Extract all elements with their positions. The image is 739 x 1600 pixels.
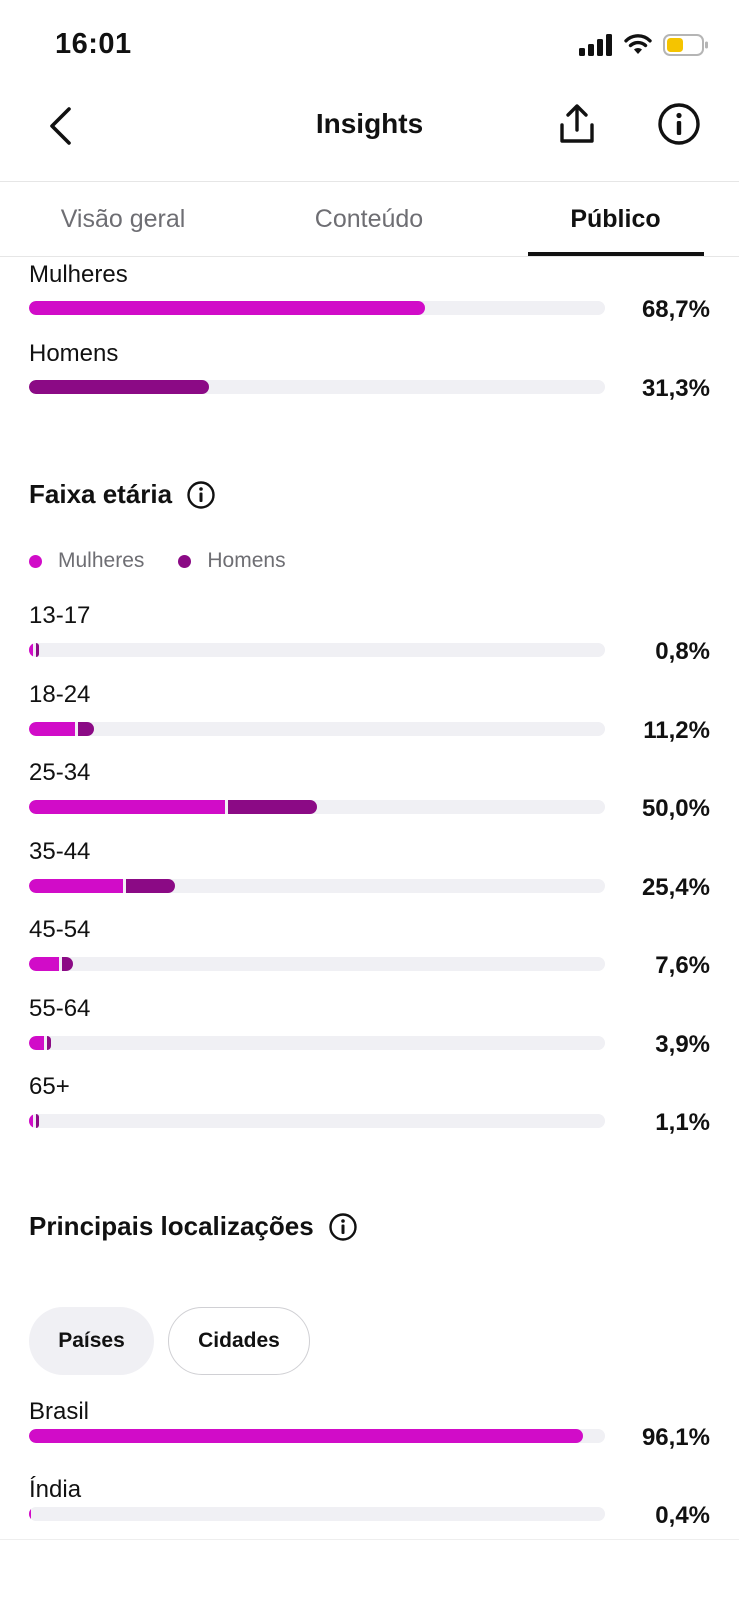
share-icon (560, 104, 594, 143)
age-value: 7,6% (655, 952, 710, 979)
gender-row-men: Homens 31,3% (0, 336, 739, 406)
legend-label: Mulheres (58, 549, 145, 572)
legend-dot-men (178, 554, 192, 568)
bar-track (29, 380, 605, 394)
age-value: 1,1% (655, 1109, 710, 1136)
age-row: 13-17 0,8% (0, 602, 739, 672)
bar-track (29, 1429, 605, 1443)
age-title-text: Faixa etária (29, 479, 173, 509)
gender-label: Mulheres (29, 261, 128, 288)
info-icon (658, 103, 700, 145)
age-bar-women (29, 1035, 45, 1050)
locations-title-text: Principais localizações (29, 1211, 314, 1241)
status-bar: 16:01 (0, 0, 739, 90)
age-bar-women (29, 721, 76, 736)
age-value: 3,9% (655, 1030, 710, 1058)
bar-track (29, 957, 605, 971)
bar-track (29, 800, 605, 814)
status-icons (579, 30, 709, 60)
location-bar (29, 1507, 32, 1521)
bar-track (29, 721, 605, 736)
wifi-icon (624, 34, 652, 54)
age-section-title: Faixa etária (29, 479, 216, 510)
age-bar-women (29, 800, 225, 814)
battery-icon (663, 34, 708, 56)
location-value: 0,4% (655, 1502, 710, 1529)
age-bar-women (29, 957, 59, 971)
status-time: 16:01 (55, 28, 132, 60)
legend-label: Homens (207, 549, 286, 572)
bar-track (29, 301, 605, 315)
age-range-label: 25-34 (29, 759, 91, 786)
active-tab-indicator (528, 252, 704, 256)
age-row: 65+ 1,1% (0, 1073, 739, 1143)
location-bar (29, 1429, 583, 1443)
page-title: Insights (315, 108, 424, 139)
bar-track (29, 1114, 605, 1128)
audience-content[interactable]: Mulheres 68,7% Homens 31,3% Faixa etária… (0, 257, 739, 1539)
age-bar-men (35, 643, 39, 657)
age-range-label: 13-17 (29, 602, 91, 629)
legend-dot-women (29, 554, 42, 568)
tab-overview[interactable]: Visão geral (60, 205, 186, 233)
age-row: 35-44 25,4% (0, 838, 739, 908)
age-value: 25,4% (641, 873, 710, 901)
age-value: 50,0% (641, 795, 710, 822)
age-bar-men (125, 878, 176, 893)
age-row: 55-64 3,9% (0, 995, 739, 1065)
location-label: Brasil (29, 1398, 90, 1425)
tab-content[interactable]: Conteúdo (314, 205, 424, 233)
share-button[interactable] (553, 100, 601, 148)
app-header: Insights (0, 90, 739, 182)
bar-track (29, 643, 605, 657)
age-row: 18-24 11,2% (0, 681, 739, 751)
gender-row-women: Mulheres 68,7% (0, 257, 739, 327)
age-range-label: 65+ (29, 1073, 70, 1100)
bar-track (29, 878, 605, 893)
location-filters: Países Cidades (29, 1307, 310, 1375)
age-range-label: 35-44 (29, 837, 91, 865)
age-legend: Mulheres Homens (29, 549, 320, 573)
age-range-label: 45-54 (29, 916, 91, 943)
bar-track (29, 1507, 605, 1521)
age-bar-men (78, 721, 94, 736)
legend-women: Mulheres (29, 549, 144, 573)
age-info-icon[interactable] (186, 480, 216, 510)
gender-label: Homens (29, 340, 119, 367)
age-row: 25-34 50,0% (0, 759, 739, 829)
tab-bar: Visão geral Conteúdo Público (0, 182, 739, 257)
age-value: 0,8% (655, 638, 710, 665)
location-row-india: Índia 0,4% (0, 1475, 739, 1539)
age-bar-men (227, 800, 317, 814)
chevron-left-icon (50, 107, 71, 145)
filter-countries[interactable]: Países (29, 1307, 154, 1375)
gender-bar-women (29, 301, 425, 315)
legend-men: Homens (178, 549, 286, 573)
age-range-label: 18-24 (29, 680, 91, 708)
age-value: 11,2% (643, 716, 710, 744)
location-row-brasil: Brasil 96,1% (0, 1397, 739, 1472)
age-bar-women (29, 878, 123, 893)
cellular-signal-icon (579, 34, 612, 56)
info-button[interactable] (655, 100, 703, 148)
age-bar-women (29, 643, 33, 657)
bottom-area (0, 1539, 739, 1600)
filter-cities[interactable]: Cidades (168, 1307, 310, 1375)
gender-bar-men (29, 380, 210, 394)
age-bar-men (47, 1035, 52, 1050)
locations-info-icon[interactable] (328, 1212, 358, 1242)
location-label: Índia (29, 1476, 82, 1503)
back-button[interactable] (38, 104, 82, 148)
location-value: 96,1% (641, 1424, 710, 1451)
gender-value: 68,7% (641, 296, 710, 323)
tab-audience[interactable]: Público (570, 205, 661, 233)
age-bar-women (29, 1114, 33, 1128)
age-row: 45-54 7,6% (0, 916, 739, 986)
locations-section-title: Principais localizações (29, 1211, 358, 1242)
gender-value: 31,3% (641, 375, 710, 402)
bar-track (29, 1035, 605, 1050)
age-bar-men (35, 1114, 39, 1128)
age-bar-men (61, 957, 73, 971)
age-range-label: 55-64 (29, 994, 91, 1022)
